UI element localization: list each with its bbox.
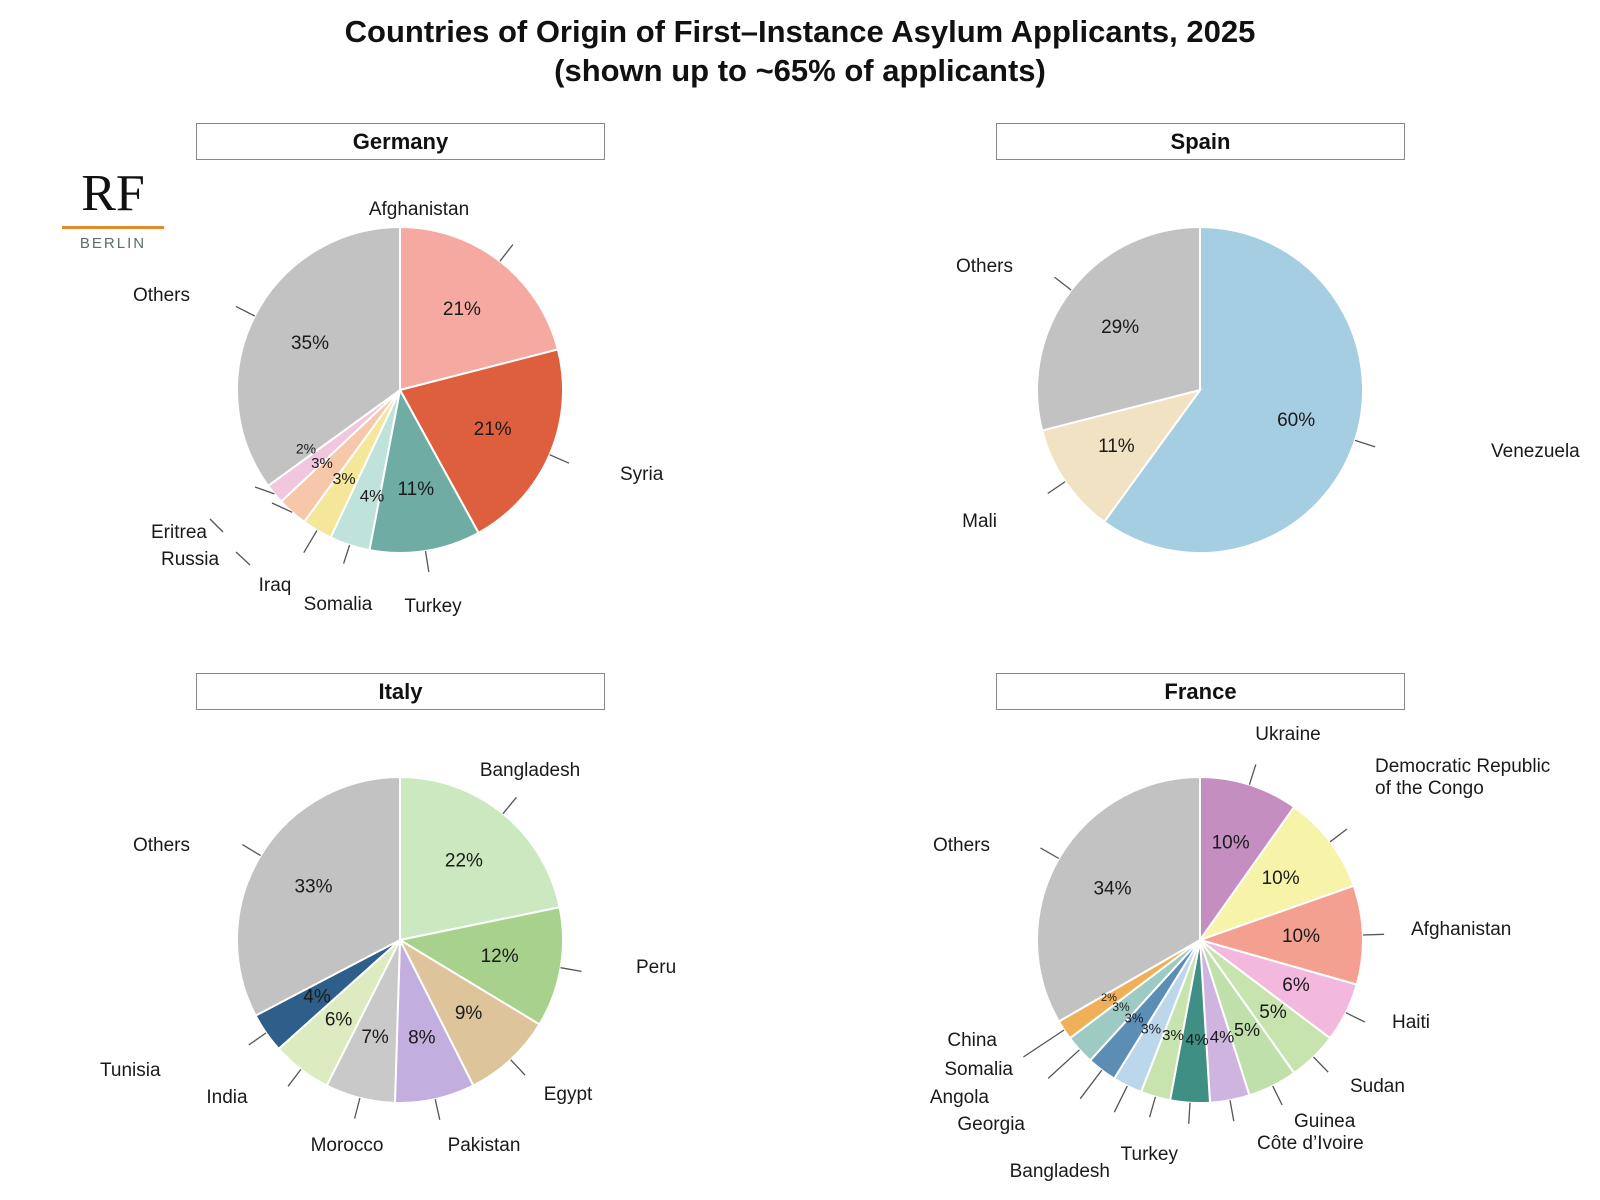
svg-text:Bangladesh: Bangladesh xyxy=(1010,1161,1110,1182)
svg-text:Morocco: Morocco xyxy=(311,1135,384,1156)
svg-text:Georgia: Georgia xyxy=(957,1114,1025,1135)
svg-text:4%: 4% xyxy=(1210,1027,1235,1046)
svg-text:3%: 3% xyxy=(1141,1021,1161,1037)
svg-text:6%: 6% xyxy=(1282,975,1310,996)
svg-text:of the Congo: of the Congo xyxy=(1375,778,1484,799)
svg-text:5%: 5% xyxy=(1259,1002,1287,1023)
svg-text:China: China xyxy=(947,1030,997,1051)
svg-text:Syria: Syria xyxy=(620,464,664,485)
svg-text:Mali: Mali xyxy=(962,511,997,532)
svg-text:60%: 60% xyxy=(1277,410,1315,431)
svg-text:7%: 7% xyxy=(361,1027,389,1048)
svg-text:Egypt: Egypt xyxy=(544,1084,593,1105)
svg-text:29%: 29% xyxy=(1101,317,1139,338)
svg-text:Sudan: Sudan xyxy=(1350,1076,1405,1097)
svg-text:5%: 5% xyxy=(1234,1020,1260,1040)
svg-text:3%: 3% xyxy=(332,471,355,488)
svg-text:Somalia: Somalia xyxy=(304,594,373,615)
svg-text:Others: Others xyxy=(956,256,1013,277)
svg-text:6%: 6% xyxy=(325,1009,353,1030)
svg-text:10%: 10% xyxy=(1282,926,1320,947)
svg-text:Others: Others xyxy=(133,835,190,856)
svg-text:9%: 9% xyxy=(455,1003,483,1024)
svg-text:Pakistan: Pakistan xyxy=(448,1135,521,1156)
svg-text:Afghanistan: Afghanistan xyxy=(1411,919,1511,940)
svg-text:Angola: Angola xyxy=(930,1087,990,1108)
svg-text:21%: 21% xyxy=(474,419,512,440)
svg-text:2%: 2% xyxy=(296,441,316,457)
svg-text:Peru: Peru xyxy=(636,957,676,978)
svg-text:Ukraine: Ukraine xyxy=(1255,724,1320,745)
svg-text:2%: 2% xyxy=(1101,992,1117,1004)
svg-text:Guinea: Guinea xyxy=(1294,1111,1356,1132)
svg-text:Turkey: Turkey xyxy=(404,596,462,617)
svg-text:10%: 10% xyxy=(1262,868,1300,889)
svg-text:3%: 3% xyxy=(1162,1027,1184,1044)
svg-text:4%: 4% xyxy=(1185,1032,1208,1049)
svg-text:10%: 10% xyxy=(1212,833,1250,854)
svg-text:4%: 4% xyxy=(360,486,385,505)
svg-text:8%: 8% xyxy=(408,1028,436,1049)
svg-text:11%: 11% xyxy=(397,479,434,500)
svg-text:Tunisia: Tunisia xyxy=(100,1060,161,1081)
svg-text:Afghanistan: Afghanistan xyxy=(369,199,469,220)
svg-text:Somalia: Somalia xyxy=(944,1059,1013,1080)
svg-text:21%: 21% xyxy=(443,299,481,320)
svg-text:India: India xyxy=(206,1087,248,1108)
svg-text:34%: 34% xyxy=(1093,879,1131,900)
svg-text:12%: 12% xyxy=(481,946,519,967)
svg-text:Haiti: Haiti xyxy=(1392,1012,1430,1033)
svg-text:Iraq: Iraq xyxy=(259,575,292,596)
svg-text:11%: 11% xyxy=(1098,436,1135,457)
svg-text:Others: Others xyxy=(933,835,990,856)
svg-text:35%: 35% xyxy=(291,333,329,354)
svg-text:3%: 3% xyxy=(311,455,333,472)
svg-text:Côte d’Ivoire: Côte d’Ivoire xyxy=(1257,1133,1364,1154)
svg-text:4%: 4% xyxy=(303,987,331,1008)
svg-text:Bangladesh: Bangladesh xyxy=(480,760,580,781)
svg-text:22%: 22% xyxy=(445,851,483,872)
svg-text:Others: Others xyxy=(133,285,190,306)
svg-text:33%: 33% xyxy=(294,877,332,898)
svg-text:Eritrea: Eritrea xyxy=(151,522,207,543)
svg-text:Turkey: Turkey xyxy=(1121,1144,1179,1165)
svg-text:Venezuela: Venezuela xyxy=(1491,441,1580,462)
svg-text:Russia: Russia xyxy=(161,549,220,570)
svg-text:Democratic Republic: Democratic Republic xyxy=(1375,756,1550,777)
